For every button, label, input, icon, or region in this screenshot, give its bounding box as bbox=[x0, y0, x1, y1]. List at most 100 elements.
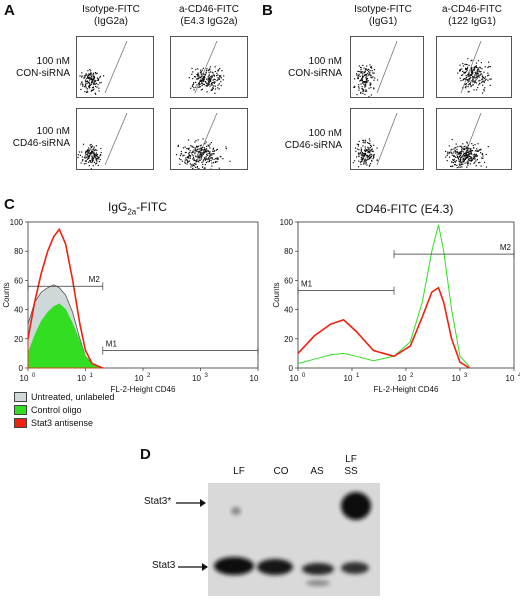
dot-point bbox=[90, 73, 91, 74]
dot-point bbox=[470, 160, 471, 161]
series-line bbox=[298, 225, 470, 367]
dot-point bbox=[202, 167, 203, 168]
x-tick-label: 10 bbox=[452, 374, 461, 383]
dot-point bbox=[205, 81, 206, 82]
x-tick-exponent: 1 bbox=[90, 373, 94, 379]
dot-point bbox=[217, 77, 218, 78]
dot-point bbox=[202, 89, 203, 90]
dot-point bbox=[479, 83, 480, 84]
dot-point bbox=[193, 157, 194, 158]
dot-point bbox=[363, 140, 364, 141]
dot-point bbox=[367, 142, 368, 143]
y-tick-label: 60 bbox=[284, 276, 293, 285]
dot-point bbox=[100, 76, 101, 77]
dot-point bbox=[204, 158, 205, 159]
dot-point bbox=[77, 157, 78, 158]
dot-point bbox=[211, 83, 212, 84]
dot-point bbox=[98, 88, 99, 89]
dot-point bbox=[85, 80, 86, 81]
dot-point bbox=[197, 149, 198, 150]
dot-point bbox=[453, 156, 454, 157]
dot-point bbox=[488, 75, 489, 76]
dot-point bbox=[461, 153, 462, 154]
dot-point bbox=[353, 162, 354, 163]
dot-point bbox=[215, 71, 216, 72]
dot-point bbox=[87, 150, 88, 151]
dot-point bbox=[478, 84, 479, 85]
band-label-stat3star: Stat3* bbox=[144, 496, 171, 507]
dot-point bbox=[358, 75, 359, 76]
dot-point bbox=[213, 151, 214, 152]
dot-point bbox=[206, 72, 207, 73]
dot-point bbox=[368, 69, 369, 70]
dot-point bbox=[201, 148, 202, 149]
dot-point bbox=[465, 87, 466, 88]
dot-point bbox=[358, 145, 359, 146]
dot-point bbox=[217, 70, 218, 71]
gate-label: M1 bbox=[301, 280, 313, 289]
dot-point bbox=[192, 71, 193, 72]
dot-point bbox=[370, 85, 371, 86]
blot-bands bbox=[208, 483, 380, 596]
dot-point bbox=[96, 150, 97, 151]
dot-point bbox=[364, 94, 365, 95]
dot-point bbox=[459, 70, 460, 71]
dot-point bbox=[484, 87, 485, 88]
dot-point bbox=[211, 77, 212, 78]
dot-point bbox=[211, 84, 212, 85]
dot-point bbox=[193, 87, 194, 88]
dot-point bbox=[454, 159, 455, 160]
dot-point bbox=[217, 74, 218, 75]
panel-a-col1-header: Isotype-FITC (IgG2a) bbox=[76, 4, 146, 28]
dot-point bbox=[211, 166, 212, 167]
dot-point bbox=[468, 76, 469, 77]
dot-point bbox=[471, 152, 472, 153]
dot-point bbox=[189, 148, 190, 149]
dot-plot-1 bbox=[77, 37, 153, 97]
dot-point bbox=[201, 158, 202, 159]
dot-point bbox=[368, 149, 369, 150]
dot-point bbox=[93, 165, 94, 166]
dot-point bbox=[478, 68, 479, 69]
dot-point bbox=[491, 79, 492, 80]
dot-point bbox=[488, 146, 489, 147]
dot-point bbox=[92, 74, 93, 75]
dot-point bbox=[94, 153, 95, 154]
dot-point bbox=[190, 150, 191, 151]
dot-point bbox=[481, 157, 482, 158]
dot-point bbox=[95, 72, 96, 73]
panel-b-row2-label: 100 nM CD46-siRNA bbox=[270, 128, 342, 152]
dot-point bbox=[96, 87, 97, 88]
dot-point bbox=[455, 151, 456, 152]
dot-point bbox=[355, 151, 356, 152]
dot-point bbox=[452, 153, 453, 154]
dot-point bbox=[361, 151, 362, 152]
dot-point bbox=[95, 73, 96, 74]
dot-point bbox=[475, 150, 476, 151]
dot-point bbox=[92, 153, 93, 154]
dot-point bbox=[363, 158, 364, 159]
dot-point bbox=[370, 157, 371, 158]
dot-point bbox=[80, 89, 81, 90]
dot-point bbox=[373, 151, 374, 152]
legend-label-stat3: Stat3 antisense bbox=[31, 418, 93, 428]
dot-point bbox=[198, 161, 199, 162]
dot-point bbox=[211, 90, 212, 91]
dot-point bbox=[479, 67, 480, 68]
dot-point bbox=[91, 156, 92, 157]
dot-point bbox=[199, 157, 200, 158]
dot-point bbox=[212, 88, 213, 89]
dot-point bbox=[200, 70, 201, 71]
dot-point bbox=[222, 158, 223, 159]
dot-point bbox=[212, 76, 213, 77]
dot-point bbox=[201, 150, 202, 151]
dot-point bbox=[466, 150, 467, 151]
dot-point bbox=[95, 155, 96, 156]
dot-point bbox=[359, 80, 360, 81]
dot-point bbox=[449, 153, 450, 154]
dot-point bbox=[98, 165, 99, 166]
dot-point bbox=[460, 78, 461, 79]
dot-point bbox=[94, 81, 95, 82]
dot-point bbox=[93, 148, 94, 149]
dot-point bbox=[377, 160, 378, 161]
